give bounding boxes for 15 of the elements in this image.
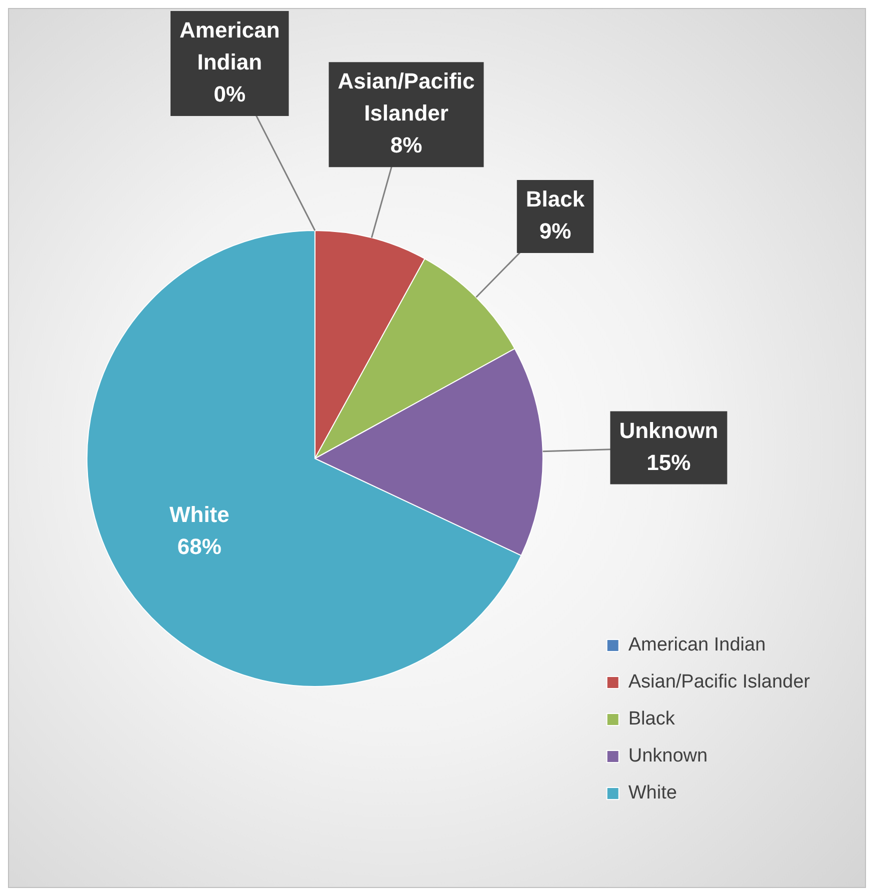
legend-label: Black: [628, 708, 676, 730]
text: 0%: [214, 82, 246, 107]
data-label: 9%: [539, 218, 572, 244]
slice-label: Unknown: [619, 418, 718, 443]
slice-label: Asian/Pacific Islander: [338, 68, 475, 126]
legend-label: Asian/Pacific Islander: [628, 672, 811, 693]
legend-label: American Indian: [628, 634, 766, 656]
slice-label: Black: [526, 186, 586, 212]
slice-label: White: [169, 502, 230, 527]
legend-label: White: [628, 782, 677, 804]
legend-label: Unknown: [628, 746, 708, 767]
data-label: 8%: [390, 132, 422, 158]
data-label: 68%: [177, 534, 222, 559]
category-label: American Indian: [180, 18, 280, 75]
data-label: 15%: [646, 450, 691, 475]
